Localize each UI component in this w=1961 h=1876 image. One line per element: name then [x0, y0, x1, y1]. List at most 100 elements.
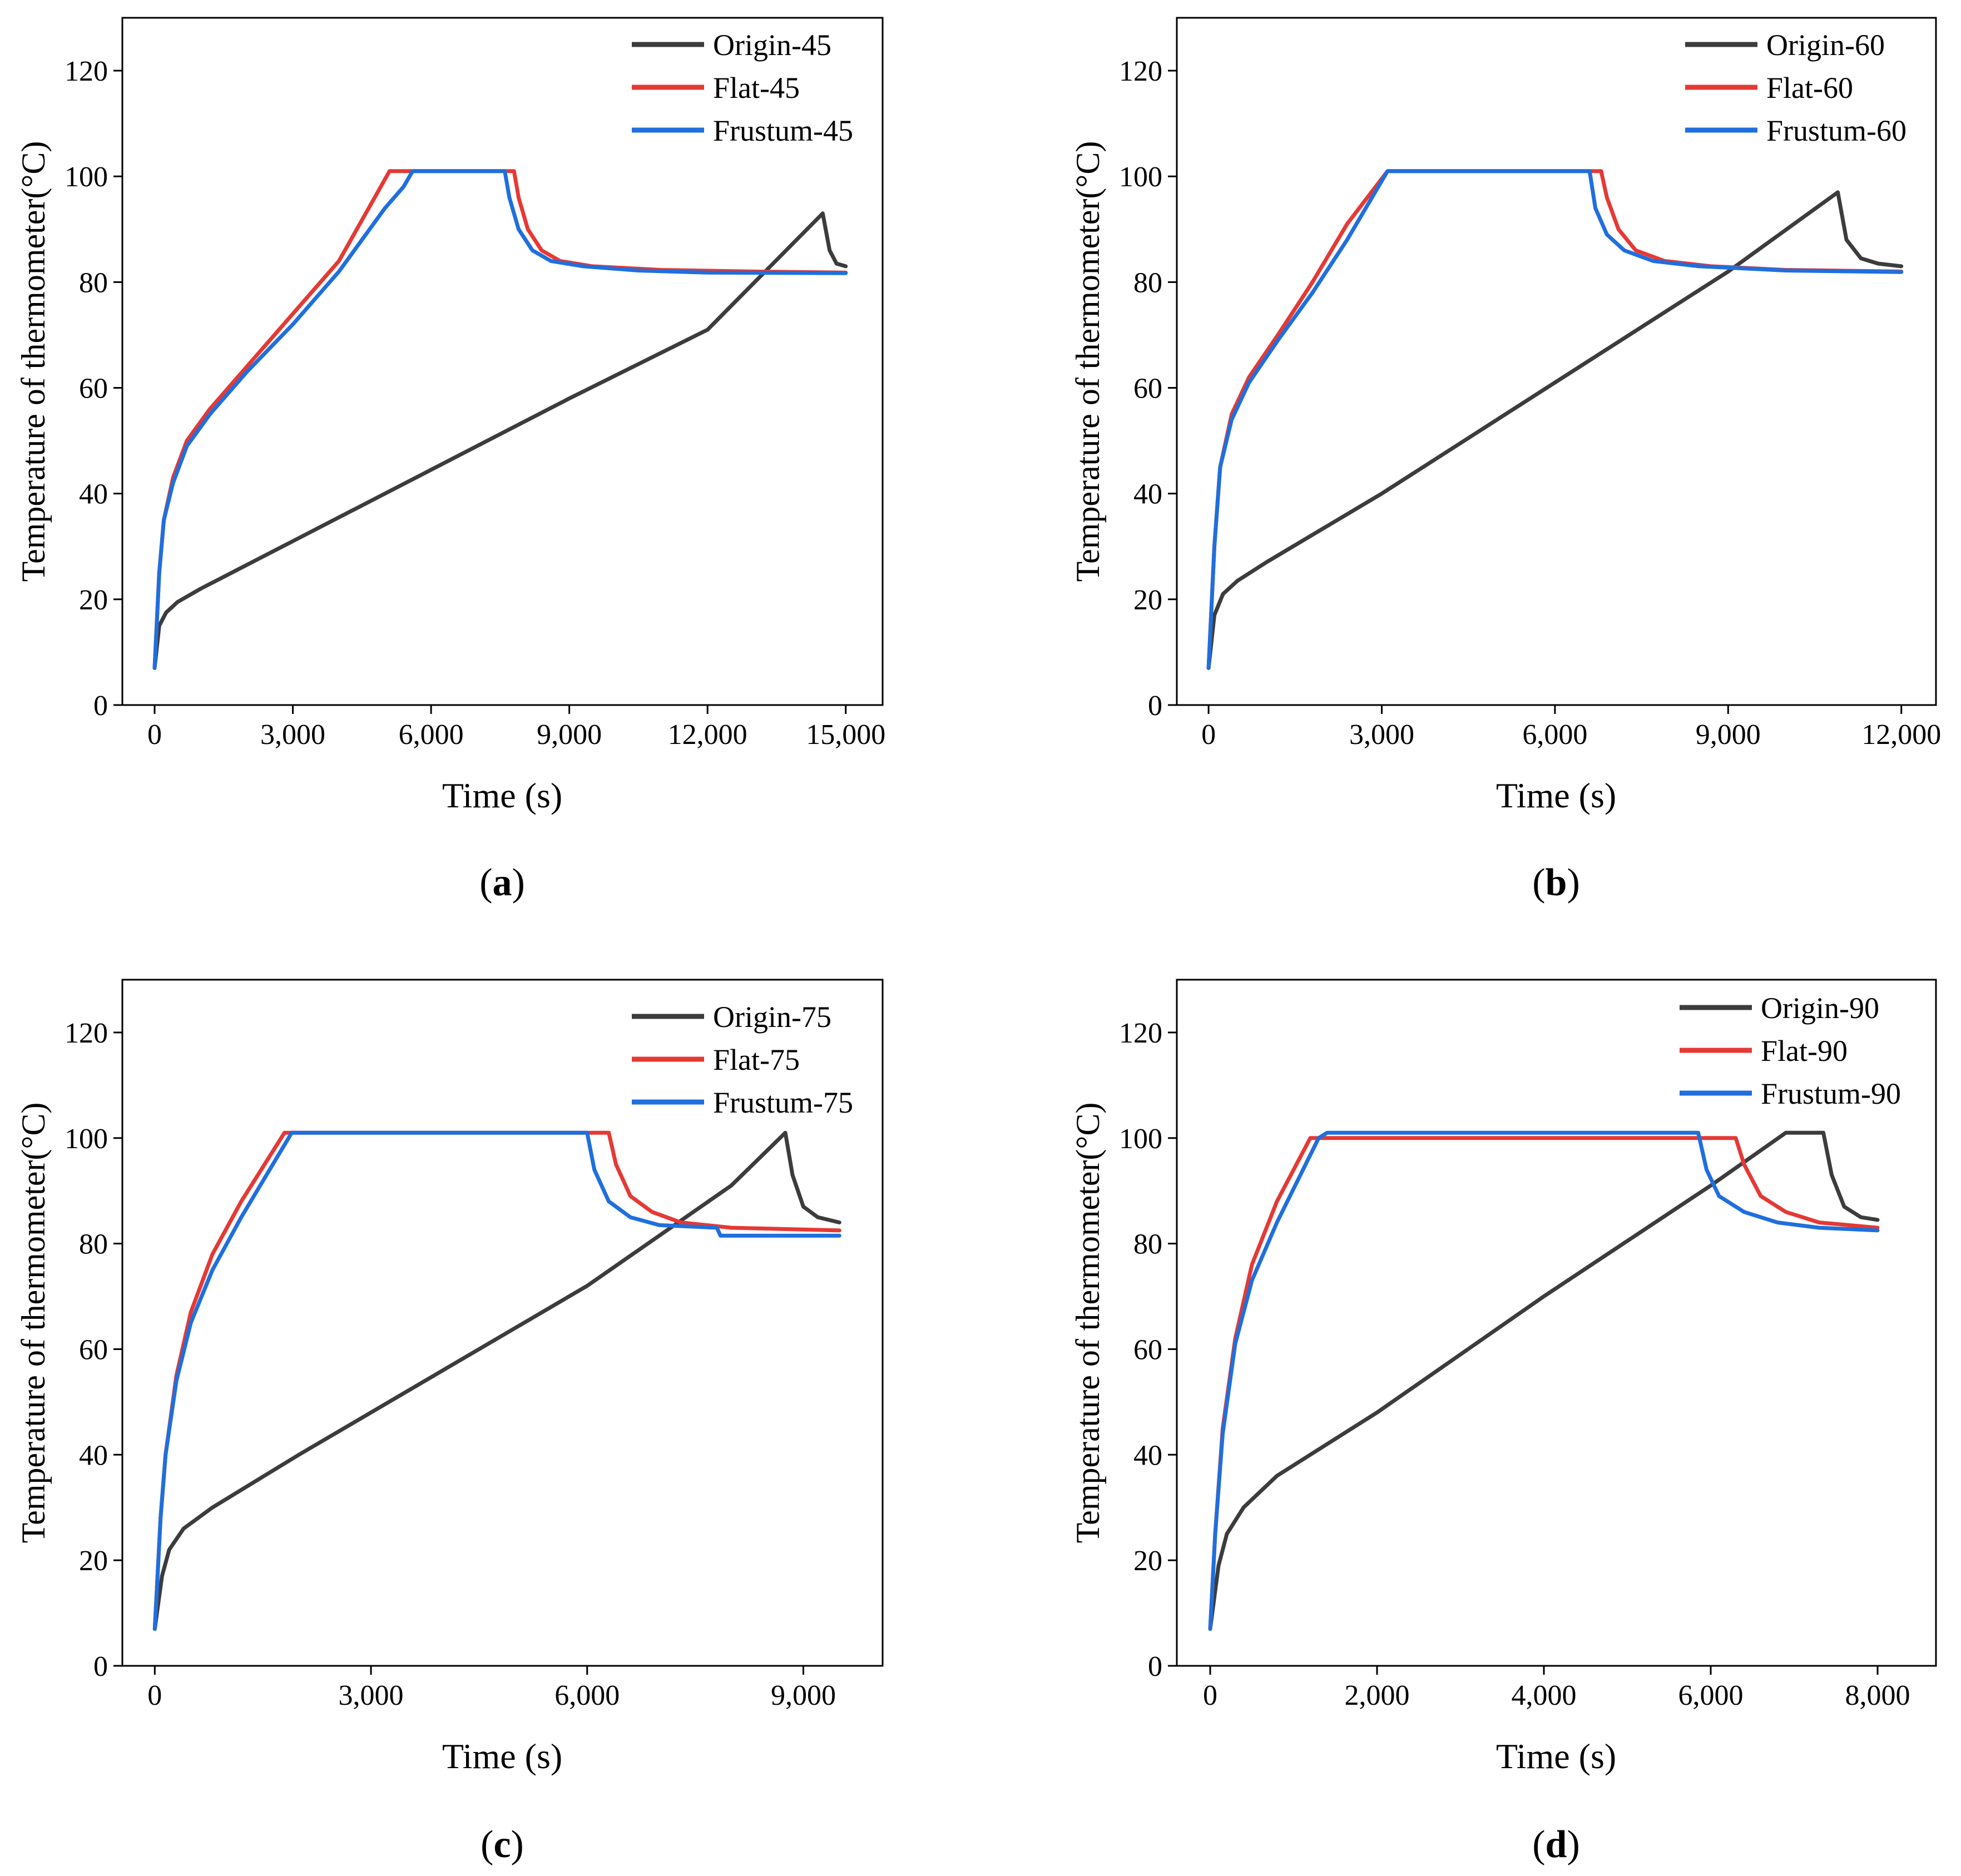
x-tick-label: 0 [147, 719, 162, 751]
plot-frame [1176, 17, 1937, 706]
x-tick-label: 12,000 [1861, 719, 1941, 751]
panel-label-letter: d [1546, 1823, 1567, 1866]
x-axis-title: Time (s) [1496, 776, 1616, 815]
legend-label: Origin-45 [713, 28, 831, 62]
x-tick-label: 6,000 [399, 719, 464, 751]
plot-frame [121, 17, 884, 706]
y-tick-label: 120 [65, 1018, 108, 1049]
x-tick-label: 6,000 [1678, 1680, 1744, 1711]
plot-area: 0 3,000 6,000 9,000 12,000 15,000 0 20 40 60 80 100… [65, 56, 885, 751]
legend-label: Flat-45 [713, 71, 800, 105]
y-tick-label: 60 [1133, 1334, 1162, 1366]
y-tick-label: 120 [1119, 56, 1162, 87]
x-tick-label: 0 [1203, 1680, 1217, 1711]
y-tick-label: 0 [93, 690, 108, 722]
panel-label: (b) [1532, 861, 1580, 904]
legend: Origin-90 Flat-90 Frustum-90 [1680, 991, 1901, 1110]
x-tick-label: 0 [1201, 719, 1216, 751]
legend: Origin-75 Flat-75 Frustum-75 [632, 1000, 853, 1119]
y-tick-label: 60 [79, 1334, 108, 1366]
y-tick-label: 0 [93, 1651, 108, 1683]
y-axis-title: Temperature of thermometer(°C) [15, 141, 52, 582]
series-line-3 [1208, 1130, 1880, 1631]
x-tick-label: 9,000 [771, 1680, 836, 1711]
plot-frame [121, 979, 884, 1667]
x-tick-label: 3,000 [1349, 719, 1414, 751]
series-line-3 [152, 169, 848, 670]
panel-label-letter: b [1546, 861, 1567, 904]
series-line-1 [1208, 1130, 1880, 1631]
x-axis-title: Time (s) [442, 1736, 562, 1776]
y-tick-label: 100 [1119, 1123, 1162, 1155]
y-tick-label: 20 [79, 584, 108, 616]
x-axis-title: Time (s) [442, 776, 562, 815]
y-tick-label: 60 [1133, 373, 1162, 405]
x-tick-label: 4,000 [1512, 1680, 1577, 1711]
y-tick-label: 40 [79, 479, 108, 510]
x-tick-label: 12,000 [668, 719, 747, 751]
x-tick-label: 8,000 [1845, 1680, 1910, 1711]
y-axis-title: Temperature of thermometer(°C) [15, 1103, 52, 1544]
panel-label-letter: a [493, 861, 512, 904]
y-tick-label: 20 [1133, 584, 1162, 616]
x-tick-label: 2,000 [1345, 1680, 1410, 1711]
chart-panel-a: 0 3,000 6,000 9,000 12,000 15,000 0 20 40 60 80 100… [15, 17, 885, 904]
series-line-3 [1206, 169, 1904, 670]
plot-area: 0 3,000 6,000 9,000 12,000 0 20 40 60 80 100 120 [1119, 56, 1941, 751]
x-tick-label: 9,000 [537, 719, 602, 751]
panel-label: (d) [1532, 1823, 1580, 1866]
panel-label: (a) [479, 861, 525, 904]
legend-label: Frustum-90 [1761, 1077, 1901, 1110]
x-tick-label: 6,000 [1522, 719, 1587, 751]
plot-frame [1176, 979, 1937, 1667]
legend: Origin-60 Flat-60 Frustum-60 [1685, 28, 1906, 147]
legend-label: Flat-90 [1761, 1034, 1848, 1068]
y-tick-label: 20 [79, 1545, 108, 1577]
legend-label: Flat-60 [1766, 71, 1853, 105]
legend: Origin-45 Flat-45 Frustum-45 [632, 28, 853, 147]
x-tick-label: 0 [147, 1680, 162, 1711]
chart-panel-b: 0 3,000 6,000 9,000 12,000 0 20 40 60 80 100 120 Or… [1069, 17, 1941, 904]
y-tick-label: 120 [1119, 1018, 1162, 1049]
y-tick-label: 100 [65, 1123, 108, 1155]
chart-panel-c: 0 3,000 6,000 9,000 0 20 40 60 80 100 120 Origin-7… [15, 979, 884, 1866]
plot-area: 0 3,000 6,000 9,000 0 20 40 60 80 100 120 [65, 1018, 841, 1711]
plot-area: 0 2,000 4,000 6,000 8,000 0 20 40 60 80 100 120 [1119, 1018, 1910, 1711]
y-tick-label: 100 [1119, 161, 1162, 193]
x-tick-label: 3,000 [339, 1680, 404, 1711]
panel-label-letter: c [493, 1823, 511, 1866]
y-tick-label: 0 [1148, 690, 1162, 722]
legend-label: Frustum-75 [713, 1086, 853, 1119]
y-tick-label: 20 [1133, 1545, 1162, 1577]
x-tick-label: 9,000 [1696, 719, 1761, 751]
legend-label: Origin-75 [713, 1000, 831, 1034]
series-line-1 [152, 1130, 841, 1631]
y-tick-label: 40 [1133, 1440, 1162, 1471]
y-axis-title: Temperature of thermometer(°C) [1069, 141, 1106, 582]
panel-label: (c) [481, 1823, 524, 1866]
x-tick-label: 15,000 [806, 719, 885, 751]
y-tick-label: 40 [1133, 479, 1162, 510]
chart-panel-d: 0 2,000 4,000 6,000 8,000 0 20 40 60 80 100 120 Ori… [1069, 979, 1937, 1866]
y-axis-title: Temperature of thermometer(°C) [1069, 1103, 1106, 1544]
x-axis-title: Time (s) [1496, 1736, 1616, 1776]
y-tick-label: 80 [79, 267, 108, 299]
y-tick-label: 40 [79, 1440, 108, 1471]
y-tick-label: 100 [65, 161, 108, 193]
series-line-1 [152, 211, 848, 670]
x-tick-label: 3,000 [260, 719, 325, 751]
y-tick-label: 80 [79, 1229, 108, 1260]
y-tick-label: 80 [1133, 1229, 1162, 1260]
legend-label: Frustum-45 [713, 114, 853, 147]
legend-label: Frustum-60 [1766, 114, 1906, 147]
y-tick-label: 60 [79, 373, 108, 405]
series-line-1 [1206, 190, 1904, 670]
y-tick-label: 120 [65, 56, 108, 87]
legend-label: Flat-75 [713, 1043, 800, 1076]
y-tick-label: 0 [1148, 1651, 1162, 1683]
y-tick-label: 80 [1133, 267, 1162, 299]
series-line-3 [152, 1130, 841, 1631]
legend-label: Origin-90 [1761, 991, 1879, 1025]
